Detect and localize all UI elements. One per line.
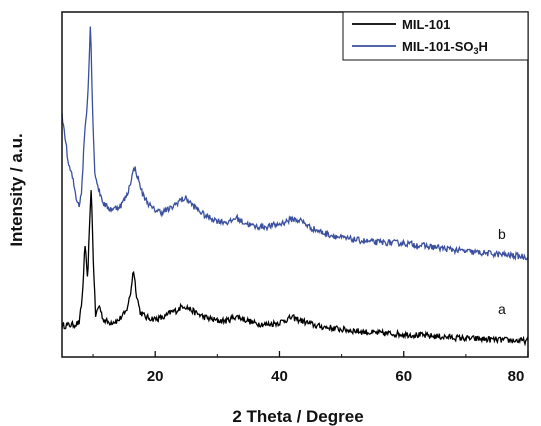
x-tick-label-40: 40 [271,368,288,385]
x-axis-title: 2 Theta / Degree [232,407,363,426]
ticks-layer: 20 40 60 80 [92,351,529,385]
legend-label-mil-101-so3h-suffix: H [479,39,488,54]
curve-label-b: b [498,226,506,242]
legend-box [342,11,529,61]
x-tick-label-20: 20 [147,368,164,385]
legend-label-mil-101: MIL-101 [402,17,450,32]
series-line-mil-101-so3h [61,26,529,262]
x-tick-label-80: 80 [508,368,525,385]
series-line-mil-101 [61,190,529,347]
series-layer [61,26,529,347]
plot-frame [61,11,529,358]
y-axis-title: Intensity / a.u. [7,133,26,246]
legend-label-mil-101-so3h-base: MIL-101-SO [402,39,474,54]
x-tick-label-60: 60 [395,368,412,385]
legend: MIL-101 MIL-101-SO3H [342,11,529,61]
curve-label-a: a [498,301,506,317]
legend-label-mil-101-so3h: MIL-101-SO3H [402,39,488,56]
legend-label-mil-101-so3h-subscript: 3 [474,46,479,56]
